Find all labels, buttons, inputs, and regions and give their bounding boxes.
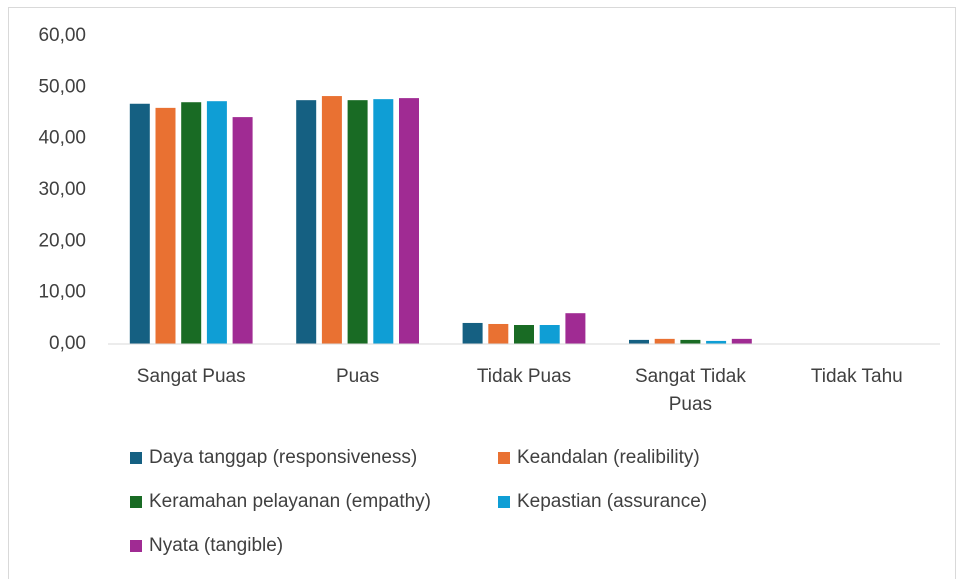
bar — [232, 117, 253, 345]
y-tick-label: 10,00 — [38, 282, 86, 303]
y-tick-label: 30,00 — [38, 179, 86, 200]
legend-label: Daya tanggap (responsiveness) — [149, 447, 417, 468]
bar — [399, 98, 419, 344]
bar — [155, 107, 176, 344]
bar — [488, 323, 509, 344]
legend-swatch — [498, 496, 510, 508]
y-tick-label: 40,00 — [38, 128, 86, 149]
bar — [629, 339, 649, 344]
y-tick-label: 0,00 — [49, 333, 86, 354]
bar — [181, 102, 202, 344]
bar — [731, 338, 752, 344]
y-tick-label: 50,00 — [38, 76, 86, 97]
legend-label: Keandalan (realibility) — [517, 447, 700, 468]
legend-swatch — [130, 496, 142, 508]
bar — [206, 101, 227, 345]
legend-label: Keramahan pelayanan (empathy) — [149, 491, 431, 512]
bar — [680, 339, 701, 344]
bar — [296, 100, 317, 345]
legend-label: Nyata (tangible) — [149, 535, 283, 556]
bar — [706, 340, 727, 344]
bar — [654, 338, 675, 344]
bar — [129, 103, 150, 344]
legend-label: Kepastian (assurance) — [517, 491, 707, 512]
bar — [565, 313, 586, 344]
bar — [373, 99, 394, 344]
bar — [347, 100, 368, 345]
bar — [462, 322, 483, 344]
x-tick-label: Sangat Puas — [137, 366, 246, 387]
x-tick-label: Tidak Puas — [477, 366, 571, 387]
bar — [321, 96, 342, 344]
legend-swatch — [498, 452, 510, 464]
y-tick-label: 20,00 — [38, 230, 86, 251]
x-tick-label: Puas — [336, 366, 379, 387]
legend-swatch — [130, 540, 142, 552]
x-tick-label: Tidak Tahu — [811, 366, 903, 387]
bar — [539, 325, 560, 344]
legend-swatch — [130, 452, 142, 464]
bar — [514, 325, 534, 344]
y-tick-label: 60,00 — [38, 25, 86, 46]
x-tick-label: Sangat Tidak Puas — [635, 366, 746, 415]
